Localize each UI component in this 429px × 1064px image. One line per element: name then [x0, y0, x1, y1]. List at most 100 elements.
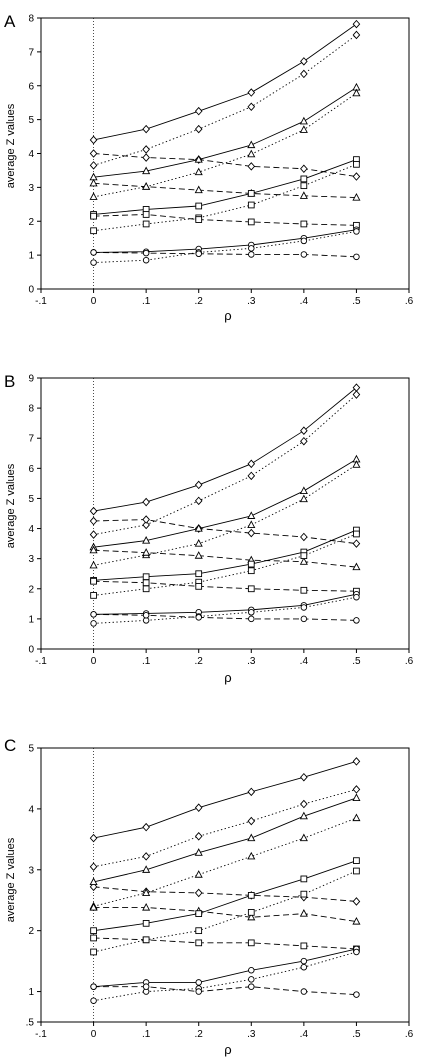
series-dmd-dotted-point — [89, 862, 98, 872]
y-tick-label: 4 — [28, 524, 34, 535]
series-dmd-dashed-point — [247, 528, 256, 538]
series-tri-solid-point — [247, 511, 256, 519]
series-sq-dotted-line — [93, 870, 357, 953]
series-sq-dotted-point — [353, 530, 360, 538]
series-dmd-dotted-point — [352, 30, 361, 40]
series-sq-dashed-point — [90, 934, 97, 942]
series-dmd-solid-point — [142, 124, 150, 134]
x-tick-label: -.1 — [35, 1029, 47, 1040]
y-tick-label: 1 — [28, 987, 34, 998]
series-sq-dashed-line — [93, 214, 357, 226]
y-tick-label: 1 — [28, 251, 34, 262]
series-sq-dotted-point — [247, 201, 255, 209]
series-dmd-solid-point — [194, 106, 203, 116]
series-circ-solid-point — [248, 966, 255, 974]
x-tick-label: .6 — [405, 656, 414, 667]
series-circ-solid-point — [300, 957, 308, 965]
series-tri-dashed-point — [89, 545, 98, 554]
series-dmd-dotted-point — [142, 852, 150, 861]
series-tri-dotted-point — [299, 833, 308, 842]
series-dmd-solid-line — [93, 760, 357, 839]
series-circ-dashed-point — [195, 988, 202, 995]
series-circ-dashed-point — [142, 983, 150, 990]
series-dmd-dotted-point — [300, 799, 308, 809]
series-dmd-solid-point — [89, 135, 98, 145]
series-sq-solid-line — [93, 529, 357, 581]
series-sq-solid-point — [247, 190, 255, 197]
series-tri-solid-point — [194, 523, 203, 532]
series-dmd-dashed-point — [89, 149, 98, 158]
series-dmd-dotted-point — [300, 436, 308, 446]
x-tick-label: -.1 — [35, 296, 47, 307]
series-dmd-solid-point — [247, 88, 256, 97]
series-tri-dotted-point — [352, 460, 361, 468]
series-dmd-solid-point — [300, 426, 308, 435]
series-dmd-dotted-point — [247, 102, 256, 112]
panel-c-letter: C — [4, 736, 16, 755]
series-circ-dotted-point — [353, 948, 360, 956]
series-dmd-solid-point — [352, 19, 361, 29]
series-sq-solid-point — [195, 202, 203, 210]
y-tick-label: 2 — [28, 926, 34, 937]
series-sq-dotted-point — [300, 890, 308, 898]
series-tri-dashed-line — [93, 549, 357, 568]
series-sq-solid-point — [142, 573, 150, 581]
series-circ-dotted-point — [300, 604, 308, 611]
x-tick-label: 0 — [91, 1029, 97, 1040]
series-dmd-solid-point — [247, 459, 256, 469]
series-sq-dashed-point — [300, 586, 308, 594]
series-tri-solid-point — [247, 833, 256, 842]
series-dmd-dotted-point — [300, 69, 308, 79]
series-sq-dashed-point — [90, 212, 97, 220]
series-tri-dotted-point — [142, 888, 151, 896]
x-tick-label: .2 — [195, 296, 204, 307]
series-tri-dashed-line — [93, 182, 357, 198]
series-circ-dashed-point — [300, 251, 308, 258]
series-sq-dotted-point — [142, 585, 150, 593]
series-circ-dotted-point — [90, 997, 97, 1004]
series-tri-solid-point — [194, 848, 203, 856]
series-sq-dotted-point — [300, 552, 308, 560]
series-sq-dashed-line — [93, 937, 357, 950]
x-tick-label: .5 — [352, 296, 361, 307]
series-dmd-dashed-point — [300, 532, 308, 542]
series-sq-solid-point — [142, 920, 150, 927]
y-tick-label: 3 — [28, 554, 34, 565]
series-sq-solid-point — [353, 857, 360, 864]
series-circ-dashed-point — [142, 612, 150, 619]
series-tri-dashed-line — [93, 907, 357, 922]
series-tri-dotted-point — [299, 125, 308, 133]
series-tri-solid-point — [352, 793, 361, 801]
series-tri-solid-point — [299, 811, 308, 820]
series-sq-solid-point — [247, 560, 255, 568]
x-tick-label: -.1 — [35, 656, 47, 667]
series-dmd-solid-point — [89, 506, 98, 516]
series-tri-dotted-line — [93, 817, 357, 907]
series-tri-solid-point — [142, 166, 151, 175]
panel-a: A average Z values ρ -.1 0.1.2.3.4.5.6012… — [4, 12, 414, 323]
series-tri-dotted-line — [93, 92, 357, 198]
series-tri-dashed-point — [142, 548, 151, 556]
panel-c: C average Z values ρ -.1 0 .1 .2 .3 .4 .5 .6 .5 1… — [4, 736, 414, 1057]
series-dmd-dotted-point — [194, 832, 203, 841]
series-circ-dashed-line — [93, 613, 357, 621]
series-tri-dashed-point — [352, 562, 361, 571]
series-sq-dashed-point — [142, 211, 150, 218]
series-circ-dashed-line — [93, 986, 357, 996]
y-tick-label: 1 — [28, 614, 34, 625]
panel-b-xlabel: ρ — [224, 670, 231, 685]
x-tick-label: .2 — [195, 1029, 204, 1040]
series-circ-dashed-point — [248, 983, 255, 990]
series-dmd-solid-point — [247, 787, 256, 797]
y-tick-label: 6 — [28, 464, 34, 475]
series-dmd-dotted-point — [247, 471, 256, 481]
plot-frame — [40, 747, 410, 1023]
series-dmd-dashed-point — [194, 888, 203, 898]
plot-frame — [40, 377, 410, 650]
series-sq-dashed-point — [247, 939, 255, 947]
series-sq-solid-point — [90, 927, 97, 935]
series-tri-dashed-point — [89, 178, 98, 187]
series-dmd-dashed-line — [93, 153, 357, 177]
